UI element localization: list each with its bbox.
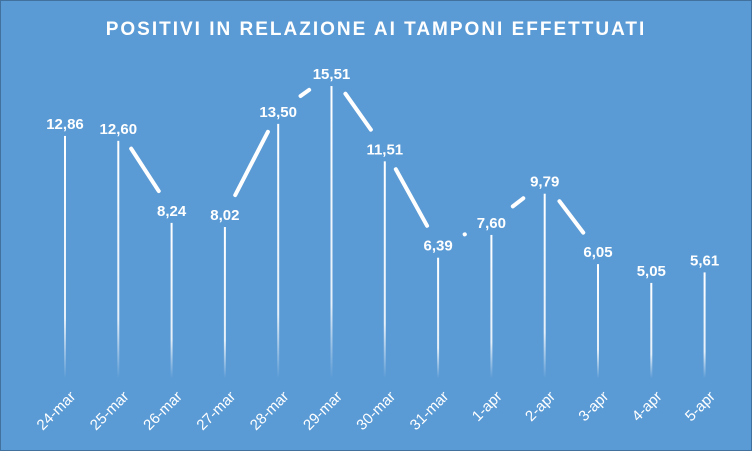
x-tick-label-27-mar: 27-mar: [193, 388, 239, 434]
series-segment-2-apr: [557, 199, 586, 235]
data-label-4-apr: 5,05: [637, 263, 666, 280]
series-segment-27-mar: [233, 129, 270, 198]
x-tick-label-26-mar: 26-mar: [140, 388, 186, 434]
data-label-5-apr: 5,61: [690, 252, 719, 269]
x-tick-label-28-mar: 28-mar: [247, 388, 293, 434]
x-tick-label-31-mar: 31-mar: [407, 388, 453, 434]
data-label-3-apr: 6,05: [583, 244, 612, 261]
series-segment-29-mar: [343, 91, 373, 132]
x-tick-label-2-apr: 2-apr: [522, 388, 559, 425]
x-tick-label-25-mar: 25-mar: [87, 388, 133, 434]
drop-line-5-apr: [703, 272, 706, 378]
drop-line-25-mar: [117, 140, 120, 378]
chart-title: POSITIVI IN RELAZIONE AI TAMPONI EFFETTU…: [105, 19, 647, 40]
x-tick-label-5-apr: 5-apr: [682, 388, 719, 425]
data-label-27-mar: 8,02: [210, 207, 239, 224]
drop-line-30-mar: [383, 161, 386, 378]
series-segment-1-apr: [510, 196, 526, 209]
data-label-28-mar: 13,50: [259, 104, 297, 121]
data-label-26-mar: 8,24: [157, 203, 187, 220]
drop-line-26-mar: [170, 222, 173, 378]
x-tick-label-30-mar: 30-mar: [353, 388, 399, 434]
x-tick-label-24-mar: 24-mar: [34, 388, 80, 434]
drop-line-2-apr: [543, 193, 546, 378]
drop-line-24-mar: [64, 135, 66, 378]
drop-line-27-mar: [223, 227, 226, 378]
data-label-30-mar: 11,51: [366, 141, 403, 158]
data-label-24-mar: 12,86: [46, 116, 84, 133]
data-label-31-mar: 6,39: [423, 238, 452, 255]
series-segment-25-mar: [129, 146, 161, 194]
x-tick-label-29-mar: 29-mar: [300, 388, 346, 434]
drop-line-3-apr: [597, 264, 599, 378]
drop-line-31-mar: [437, 257, 440, 378]
data-label-25-mar: 12,60: [100, 121, 138, 138]
drop-line-29-mar: [330, 86, 333, 378]
data-label-29-mar: 15,51: [313, 66, 351, 83]
drop-line-4-apr: [650, 282, 653, 378]
series-segment-30-mar: [393, 167, 430, 228]
drop-line-1-apr: [490, 234, 493, 378]
series-segment-28-mar: [298, 87, 312, 99]
drop-line-28-mar: [277, 123, 280, 378]
x-tick-label-1-apr: 1-apr: [469, 388, 506, 425]
data-label-1-apr: 7,60: [477, 215, 506, 232]
x-tick-label-3-apr: 3-apr: [575, 388, 612, 425]
x-tick-label-4-apr: 4-apr: [629, 388, 666, 425]
data-label-2-apr: 9,79: [530, 174, 559, 191]
